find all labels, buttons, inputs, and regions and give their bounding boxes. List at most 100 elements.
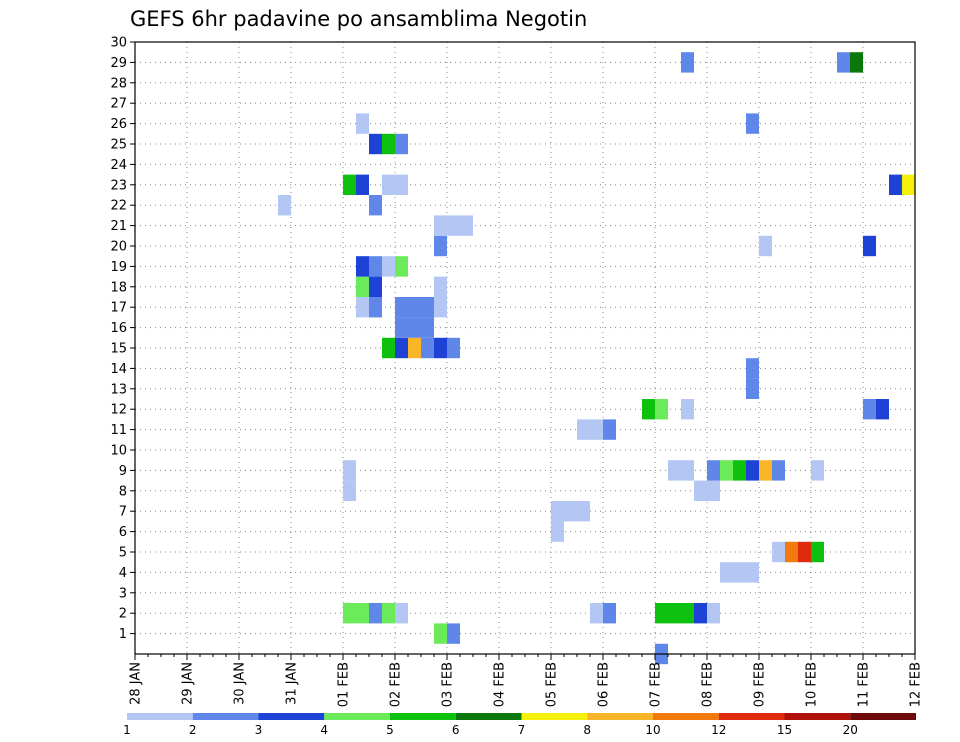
heatmap-cell	[746, 113, 759, 134]
heatmap-cell	[395, 297, 408, 318]
heatmap-cell	[343, 460, 356, 481]
x-tick-label: 06 FEB	[597, 662, 612, 707]
y-tick-label: 29	[110, 56, 127, 71]
x-tick-label: 04 FEB	[493, 662, 508, 707]
y-tick-label: 26	[110, 117, 127, 132]
chart-title: GEFS 6hr padavine po ansamblima Negotin	[130, 7, 587, 31]
heatmap-cell	[343, 603, 356, 624]
heatmap-cell	[772, 460, 785, 481]
legend-swatch	[718, 713, 785, 720]
heatmap-cell	[889, 174, 902, 195]
y-tick-label: 13	[110, 382, 127, 397]
heatmap-cell	[434, 297, 447, 318]
y-tick-label: 3	[119, 586, 127, 601]
heatmap-cell	[369, 603, 382, 624]
legend-label: 3	[255, 723, 263, 737]
heatmap-cell	[668, 460, 681, 481]
legend-label: 8	[583, 723, 591, 737]
y-tick-label: 17	[110, 301, 127, 316]
legend-swatch	[653, 713, 719, 720]
heatmap-cell	[785, 541, 798, 563]
heatmap-cell	[356, 276, 369, 297]
heatmap-cell	[850, 52, 863, 73]
heatmap-cell	[382, 603, 395, 624]
y-tick-label: 23	[110, 178, 127, 193]
heatmap-cell	[681, 399, 694, 420]
y-tick-label: 8	[119, 484, 127, 499]
heatmap-cell	[863, 399, 876, 420]
heatmap-cell	[460, 215, 473, 236]
heatmap-cell	[395, 133, 408, 155]
heatmap-cell	[746, 562, 759, 583]
y-tick-label: 30	[110, 36, 127, 51]
y-tick-label: 21	[110, 219, 127, 234]
y-tick-label: 2	[119, 607, 127, 622]
y-tick-label: 19	[110, 260, 127, 275]
heatmap-cell	[395, 337, 408, 359]
y-tick-label: 16	[110, 321, 127, 336]
heatmap-cell	[395, 603, 408, 624]
heatmap-cell	[434, 215, 447, 236]
heatmap-cell	[447, 337, 460, 359]
heatmap-cell	[356, 113, 369, 134]
y-tick-label: 15	[110, 342, 127, 357]
x-tick-label: 05 FEB	[545, 662, 560, 707]
heatmap-cell	[356, 603, 369, 624]
heatmap-cell	[603, 603, 616, 624]
heatmap-cell	[434, 276, 447, 297]
heatmap-cell	[421, 297, 434, 318]
y-tick-label: 4	[119, 566, 127, 581]
heatmap-cell	[733, 562, 746, 583]
heatmap-cell	[642, 399, 655, 420]
legend-label: 2	[189, 723, 197, 737]
legend-swatch	[192, 713, 259, 720]
legend-label: 20	[843, 723, 858, 737]
legend-swatch	[390, 713, 456, 720]
x-tick-label: 31 JAN	[285, 662, 300, 705]
y-tick-label: 12	[110, 403, 127, 418]
heatmap-cell	[590, 603, 603, 624]
x-tick-label: 29 JAN	[181, 662, 196, 705]
legend-label: 1	[123, 723, 131, 737]
x-tick-label: 02 FEB	[389, 662, 404, 707]
y-axis: 1234567891011121314151617181920212223242…	[110, 36, 135, 642]
heatmap-cell	[447, 215, 460, 236]
x-tick-label: 03 FEB	[441, 662, 456, 707]
heatmap-cell	[733, 460, 746, 481]
heatmap-cell	[837, 52, 850, 73]
cells	[278, 52, 915, 665]
heatmap-cell	[551, 521, 564, 542]
heatmap-cell	[902, 174, 915, 195]
legend-label: 4	[320, 723, 328, 737]
heatmap-cell	[408, 297, 421, 318]
heatmap-cell	[382, 174, 395, 195]
heatmap-cell	[759, 235, 772, 257]
x-axis: 28 JAN 29 JAN 30 JAN 31 JAN 01 FEB 02 FEB 03 F…	[129, 654, 924, 707]
heatmap-cell	[421, 337, 434, 359]
heatmap-cell	[681, 52, 694, 73]
heatmap-cell	[811, 460, 824, 481]
heatmap-cell	[681, 460, 694, 481]
y-tick-label: 28	[110, 76, 127, 91]
heatmap-cell	[278, 195, 291, 216]
heatmap-cell	[564, 501, 577, 522]
heatmap-cell	[655, 399, 668, 420]
legend-label: 6	[452, 723, 460, 737]
y-tick-label: 27	[110, 97, 127, 112]
heatmap-cell	[577, 419, 590, 440]
heatmap-cell	[720, 460, 733, 481]
heatmap-cell	[863, 235, 876, 257]
y-tick-label: 5	[119, 546, 127, 561]
heatmap-cell	[421, 317, 434, 338]
legend-label: 15	[777, 723, 792, 737]
legend-label: 12	[711, 723, 726, 737]
heatmap-cell	[694, 480, 707, 501]
y-tick-label: 14	[110, 362, 127, 377]
legend-label: 7	[518, 723, 526, 737]
heatmap-cell	[408, 317, 421, 338]
heatmap-cell	[707, 480, 720, 501]
x-tick-label: 28 JAN	[129, 662, 144, 705]
heatmap-cell	[746, 358, 759, 379]
legend-swatch	[455, 713, 522, 720]
